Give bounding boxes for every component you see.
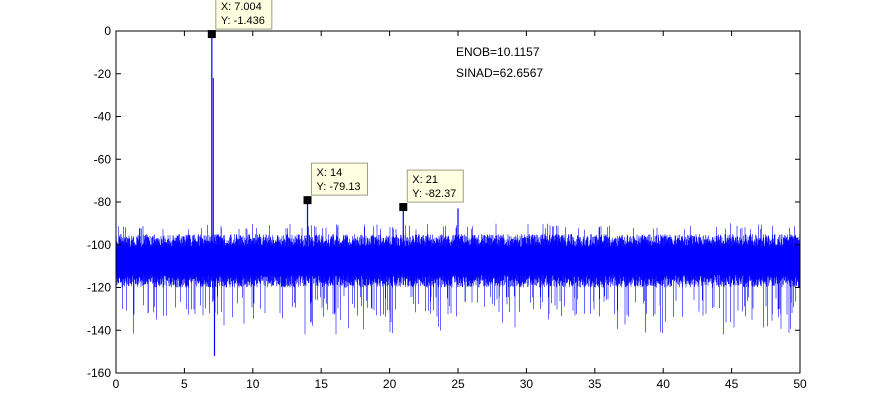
x-axis: 0 5 10 15 20 25 30 35 40 45 50 [113,31,807,391]
datatip-y-label: Y: -79.13 [317,181,361,193]
datatip-marker[interactable] [303,196,312,205]
x-tick-label: 45 [725,377,739,391]
datatip-box [406,169,464,203]
datatip-marker[interactable] [399,203,408,212]
x-tick-label: 0 [113,377,120,391]
x-tick-label: 30 [520,377,534,391]
y-tick-label: -60 [94,152,112,166]
y-tick-label: -160 [87,366,111,380]
datatip-y-label: Y: -82.37 [412,188,456,200]
datatip-y-label: Y: -1.436 [221,15,265,27]
datatips: X: 7.004 Y: -1.436 X: 14 Y: -79.13 X: 21 Y: -… [207,0,464,212]
datatip-x-label: X: 7.004 [221,1,262,13]
x-tick-label: 10 [246,377,260,391]
x-tick-label: 40 [657,377,671,391]
datatip[interactable]: X: 7.004 Y: -1.436 [207,0,273,39]
datatip-box [311,162,369,196]
datatip-x-label: X: 21 [412,174,438,186]
y-axis: 0 -20 -40 -60 -80 -100 -120 -140 -160 [87,24,800,380]
y-tick-label: -20 [94,67,112,81]
y-tick-label: -40 [94,110,112,124]
y-tick-label: -100 [87,238,111,252]
x-tick-label: 15 [315,377,329,391]
y-tick-label: 0 [104,24,111,38]
y-tick-label: -80 [94,195,112,209]
x-tick-label: 35 [588,377,602,391]
datatip-box [215,0,273,30]
datatip[interactable]: X: 14 Y: -79.13 [303,162,369,205]
datatip-x-label: X: 14 [317,167,343,179]
datatip-marker[interactable] [207,30,216,39]
y-tick-label: -120 [87,281,111,295]
x-tick-label: 20 [383,377,397,391]
sinad-annotation: SINAD=62.6567 [456,66,543,80]
enob-annotation: ENOB=10.1157 [456,45,540,59]
x-tick-label: 25 [451,377,465,391]
x-tick-label: 5 [181,377,188,391]
x-tick-label: 50 [793,377,807,391]
peak-layer [211,34,459,356]
y-tick-label: -140 [87,323,111,337]
datatip[interactable]: X: 21 Y: -82.37 [399,169,464,212]
